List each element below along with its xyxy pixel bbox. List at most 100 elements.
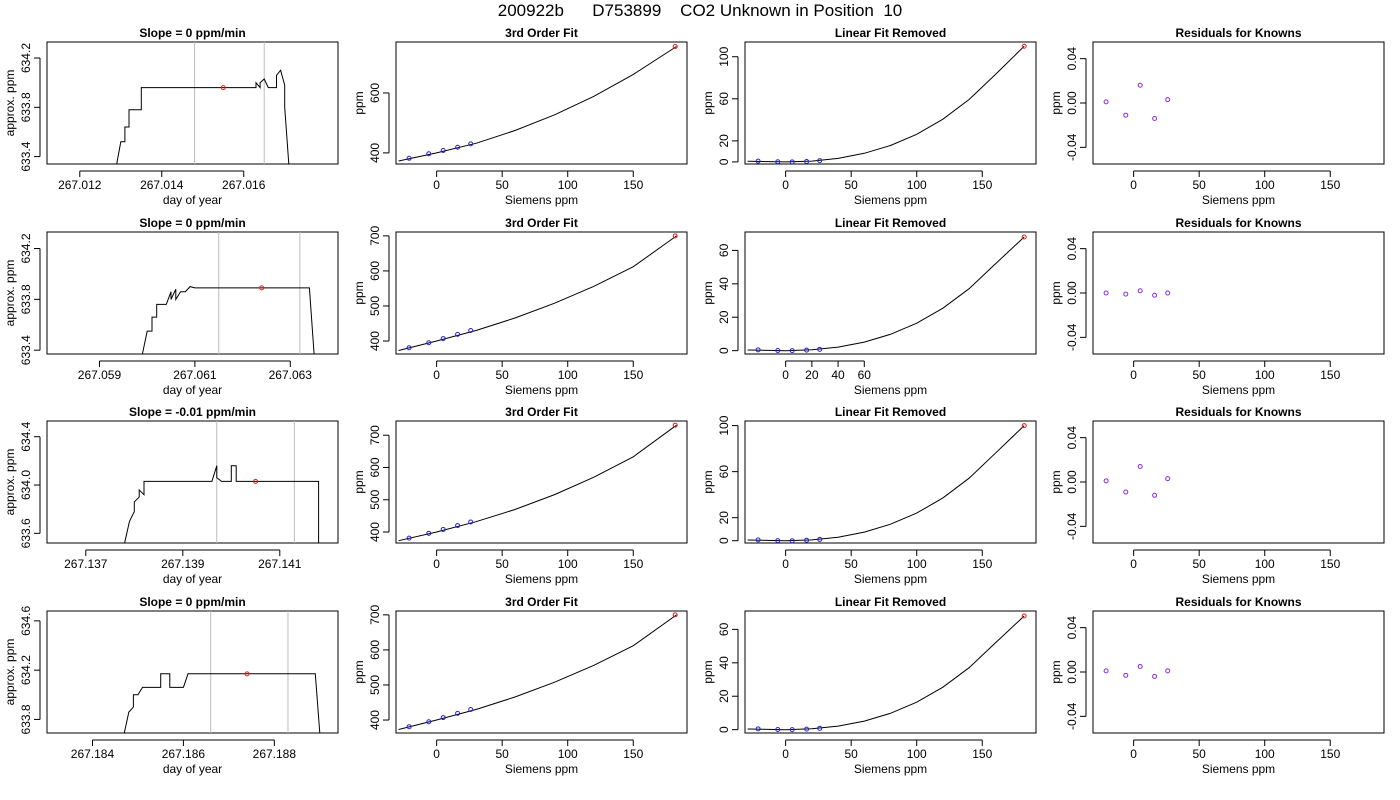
data-point: [817, 158, 823, 164]
x-tick-label: 150: [972, 178, 992, 192]
series-line: [116, 69, 290, 165]
panel-title: 3rd Order Fit: [505, 26, 578, 40]
data-point: [1137, 288, 1143, 294]
x-tick-label: 50: [495, 747, 509, 761]
y-tick-label: 633.4: [19, 335, 33, 365]
x-axis-label: Siemens ppm: [854, 383, 927, 397]
x-tick-label: 150: [1320, 557, 1340, 571]
data-point: [804, 158, 810, 164]
y-axis-label: ppm: [352, 660, 366, 683]
data-point: [1123, 489, 1129, 495]
y-axis-label: ppm: [701, 660, 715, 683]
y-axis-label: approx. ppm: [3, 260, 17, 327]
y-tick-label: 700: [368, 425, 382, 445]
data-point: [244, 671, 250, 677]
plot-frame: [46, 41, 339, 165]
data-point: [1103, 290, 1109, 296]
data-point: [775, 726, 781, 732]
data-point: [455, 523, 461, 529]
panel-1-2: 3rd Order Fit 0 50 100 150 Siemens ppm 400 600p…: [352, 26, 688, 207]
y-axis-label: ppm: [1049, 281, 1063, 304]
plot-frame: [395, 420, 688, 544]
y-axis-label: ppm: [1049, 91, 1063, 114]
x-tick-label: 267.061: [173, 368, 217, 382]
y-axis-label: ppm: [352, 470, 366, 493]
x-tick-label: 60: [858, 368, 872, 382]
panel-3-3: Linear Fit Removed 0 50 100 150 Siemens ppm 0 2…: [701, 405, 1037, 586]
panel-3-1: Slope = -0.01 ppm/min 267.137 267.139 267.1…: [3, 405, 339, 586]
panel-1-1: Slope = 0 ppm/min 267.012 267.014 267.016da…: [3, 26, 339, 207]
y-tick-label: 600: [368, 457, 382, 477]
panel-2-1: Slope = 0 ppm/min 267.059 267.061 267.063 da…: [3, 216, 339, 397]
plot-frame: [744, 41, 1037, 165]
data-point: [1152, 116, 1158, 122]
panel-title: 3rd Order Fit: [505, 595, 578, 609]
plot-frame: [1092, 610, 1385, 734]
data-point: [426, 719, 432, 725]
y-tick-label: 60: [717, 92, 731, 106]
data-point: [1123, 112, 1129, 118]
plot-frame: [395, 231, 688, 355]
data-point: [804, 537, 810, 543]
panel-title: Residuals for Knowns: [1175, 26, 1301, 40]
data-point: [1021, 613, 1027, 619]
x-tick-label: 0: [782, 557, 789, 571]
x-axis-label: Siemens ppm: [854, 572, 927, 586]
x-tick-label: 50: [495, 368, 509, 382]
plot-frame: [1092, 420, 1385, 544]
x-tick-label: 50: [844, 557, 858, 571]
x-tick-label: 0: [433, 368, 440, 382]
panel-title: Residuals for Knowns: [1175, 216, 1301, 230]
y-tick-label: 60: [717, 465, 731, 479]
x-tick-label: 50: [1192, 178, 1206, 192]
x-tick-label: 267.014: [140, 178, 184, 192]
y-tick-label: -0.04: [1065, 323, 1079, 351]
data-point: [1137, 463, 1143, 469]
series-line: [398, 614, 677, 730]
x-tick-label: 100: [1255, 747, 1275, 761]
y-tick-label: 60: [717, 622, 731, 636]
x-tick-label: 267.139: [161, 557, 205, 571]
y-tick-label: 400: [368, 143, 382, 163]
series-line: [747, 236, 1025, 352]
y-tick-label: 600: [368, 261, 382, 281]
data-point: [440, 715, 446, 721]
data-point: [1123, 291, 1129, 297]
y-tick-label: 600: [368, 640, 382, 660]
y-axis-label: approx. ppm: [3, 70, 17, 137]
y-tick-label: 400: [368, 331, 382, 351]
data-point: [789, 348, 795, 354]
series-line: [141, 286, 315, 355]
y-tick-label: 0.04: [1065, 616, 1079, 640]
x-tick-label: 0: [1130, 178, 1137, 192]
y-tick-label: 100: [717, 415, 731, 435]
series-line: [123, 673, 321, 734]
x-tick-label: 150: [972, 557, 992, 571]
data-point: [1165, 290, 1171, 296]
data-point: [1152, 492, 1158, 498]
plot-frame: [744, 610, 1037, 734]
y-tick-label: 633.8: [19, 284, 33, 314]
data-point: [1021, 43, 1027, 49]
data-point: [804, 726, 810, 732]
y-tick-label: 40: [717, 656, 731, 670]
x-tick-label: 150: [623, 747, 643, 761]
x-tick-label: 267.063: [269, 368, 313, 382]
data-point: [1123, 672, 1129, 678]
data-point: [440, 526, 446, 532]
y-tick-label: 0.04: [1065, 47, 1079, 71]
y-tick-label: 0: [717, 347, 731, 354]
x-tick-label: 100: [907, 178, 927, 192]
data-point: [1137, 82, 1143, 88]
x-tick-label: 267.184: [71, 747, 115, 761]
data-point: [817, 725, 823, 731]
series-line: [747, 615, 1025, 731]
y-tick-label: 634.0: [19, 470, 33, 500]
data-point: [406, 724, 412, 730]
panel-4-2: 3rd Order Fit 0 50 100 150 Siemens ppm 400 500 6…: [352, 595, 688, 776]
y-tick-label: 700: [368, 605, 382, 625]
y-tick-label: 0: [717, 726, 731, 733]
y-tick-label: 634.2: [19, 233, 33, 263]
panel-4-4: Residuals for Knowns 0 50 100 150 Siemens ppm…: [1049, 595, 1385, 776]
